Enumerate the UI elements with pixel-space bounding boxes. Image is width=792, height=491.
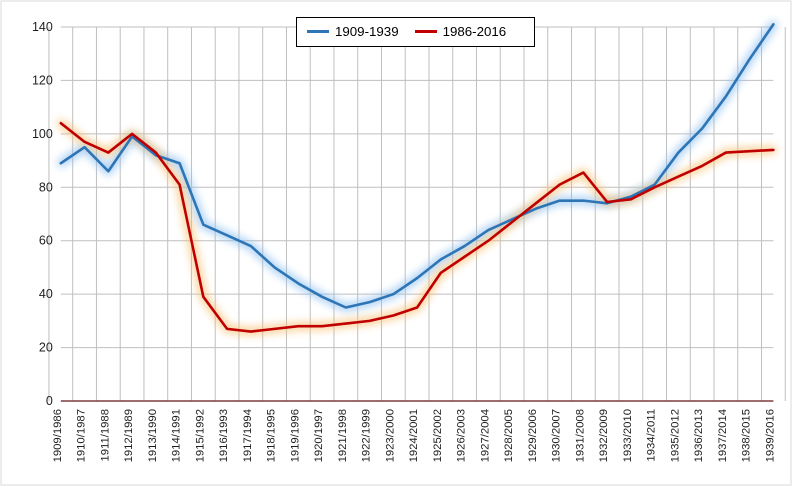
svg-text:1918/1995: 1918/1995 [266,409,278,462]
svg-text:1939/2016: 1939/2016 [764,409,776,462]
svg-text:1936/2013: 1936/2013 [693,409,705,462]
svg-text:80: 80 [39,180,53,194]
svg-text:60: 60 [39,234,53,248]
svg-text:1915/1992: 1915/1992 [194,409,206,462]
svg-text:1937/2014: 1937/2014 [717,409,729,462]
svg-text:1924/2001: 1924/2001 [408,409,420,462]
svg-text:1934/2011: 1934/2011 [646,409,658,462]
svg-text:1938/2015: 1938/2015 [741,409,753,462]
svg-text:140: 140 [32,20,53,34]
svg-text:1914/1991: 1914/1991 [171,409,183,462]
svg-text:1910/1987: 1910/1987 [76,409,88,462]
svg-text:1929/2006: 1929/2006 [527,409,539,462]
svg-text:1926/2003: 1926/2003 [456,409,468,462]
svg-text:1913/1990: 1913/1990 [147,409,159,462]
svg-text:0: 0 [46,394,53,408]
svg-text:1931/2008: 1931/2008 [574,409,586,462]
svg-text:1909/1986: 1909/1986 [52,409,64,462]
svg-text:1927/2004: 1927/2004 [479,409,491,462]
svg-text:1930/2007: 1930/2007 [551,409,563,462]
svg-text:1917/1994: 1917/1994 [242,409,254,462]
svg-text:1911/1988: 1911/1988 [99,409,111,462]
svg-text:1920/1997: 1920/1997 [313,409,325,462]
svg-text:1921/1998: 1921/1998 [337,409,349,462]
svg-text:100: 100 [32,127,53,141]
svg-text:40: 40 [39,287,53,301]
svg-text:20: 20 [39,341,53,355]
svg-text:1919/1996: 1919/1996 [289,409,301,462]
svg-text:1925/2002: 1925/2002 [432,409,444,462]
svg-text:1932/2009: 1932/2009 [598,409,610,462]
svg-text:1928/2005: 1928/2005 [503,409,515,462]
svg-text:1935/2012: 1935/2012 [669,409,681,462]
svg-text:1923/2000: 1923/2000 [384,409,396,462]
svg-text:1922/1999: 1922/1999 [361,409,373,462]
svg-text:1916/1993: 1916/1993 [218,409,230,462]
svg-text:1933/2010: 1933/2010 [622,409,634,462]
svg-text:120: 120 [32,73,53,87]
svg-text:1912/1989: 1912/1989 [123,409,135,462]
